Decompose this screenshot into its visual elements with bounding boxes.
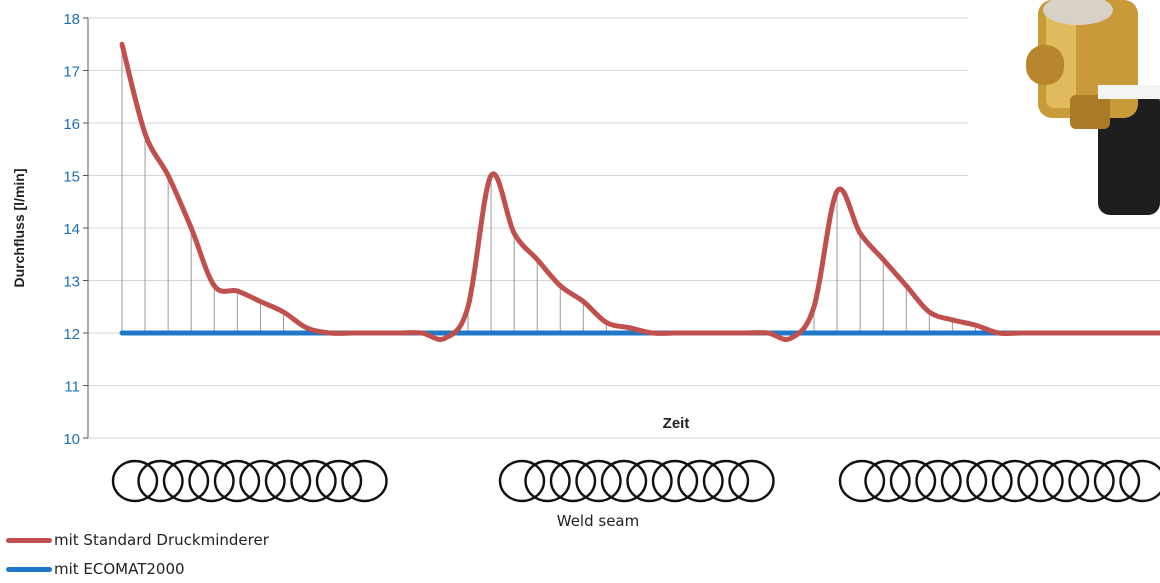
- weld-seam-group: [111, 459, 388, 503]
- y-tick-label: 18: [63, 11, 80, 28]
- weld-bead: [940, 459, 988, 503]
- weld-seam-group: [498, 459, 775, 503]
- weld-bead: [600, 459, 648, 503]
- legend-label-standard: mit Standard Druckminderer: [54, 531, 269, 549]
- y-tick-label: 17: [63, 64, 80, 81]
- y-tick-label: 10: [63, 431, 80, 448]
- series-line-standard: [119, 41, 1160, 342]
- y-tick-label: 15: [63, 169, 80, 186]
- weld-bead: [1017, 459, 1064, 503]
- weld-bead: [137, 459, 184, 503]
- y-tick-label: 16: [63, 116, 80, 133]
- weld-bead: [549, 459, 597, 503]
- y-tick-labels: 10 11 12 13 14 15 16 17 18: [63, 11, 80, 448]
- legend-swatch-blue: [6, 566, 52, 572]
- weld-bead: [213, 459, 261, 503]
- weld-bead: [290, 459, 337, 503]
- weld-seam-group: [838, 459, 1160, 503]
- y-axis-label: Durchfluss [l/min]: [11, 168, 27, 287]
- y-tick-label: 14: [63, 221, 80, 238]
- weld-bead: [315, 459, 363, 503]
- drop-lines: [121, 44, 976, 333]
- weld-bead: [889, 459, 937, 503]
- weld-seam-groups: [111, 459, 1160, 503]
- x-axis-label: Zeit: [663, 415, 690, 432]
- weld-bead: [264, 459, 312, 503]
- weld-bead: [341, 459, 388, 503]
- weld-bead: [991, 459, 1039, 503]
- weld-bead: [498, 459, 546, 503]
- weld-bead: [162, 459, 210, 503]
- regulator-photo: [968, 0, 1160, 215]
- weld-bead: [575, 459, 622, 503]
- weld-bead: [838, 459, 886, 503]
- legend-item-ecomat: mit ECOMAT2000: [6, 560, 185, 578]
- weld-bead: [1093, 459, 1141, 503]
- weld-bead: [1042, 459, 1090, 503]
- weld-bead: [1068, 459, 1115, 503]
- weld-bead: [915, 459, 962, 503]
- weld-bead: [1119, 459, 1160, 503]
- weld-bead: [239, 459, 286, 503]
- weld-bead: [728, 459, 775, 503]
- weld-bead: [677, 459, 724, 503]
- legend-swatch-red: [6, 537, 52, 543]
- weld-bead: [864, 459, 911, 503]
- weld-bead: [188, 459, 235, 503]
- series-lines: [119, 41, 1160, 342]
- legend-label-ecomat: mit ECOMAT2000: [54, 560, 185, 578]
- weld-bead: [626, 459, 673, 503]
- legend-item-standard: mit Standard Druckminderer: [6, 531, 269, 549]
- weld-bead: [524, 459, 571, 503]
- y-tick-label: 13: [63, 274, 80, 291]
- y-tick-label: 11: [64, 379, 80, 396]
- weld-bead: [966, 459, 1013, 503]
- weld-bead: [702, 459, 750, 503]
- y-tick-label: 12: [63, 326, 80, 343]
- weld-bead: [111, 459, 159, 503]
- weld-seam-label: Weld seam: [557, 512, 640, 530]
- weld-bead: [651, 459, 699, 503]
